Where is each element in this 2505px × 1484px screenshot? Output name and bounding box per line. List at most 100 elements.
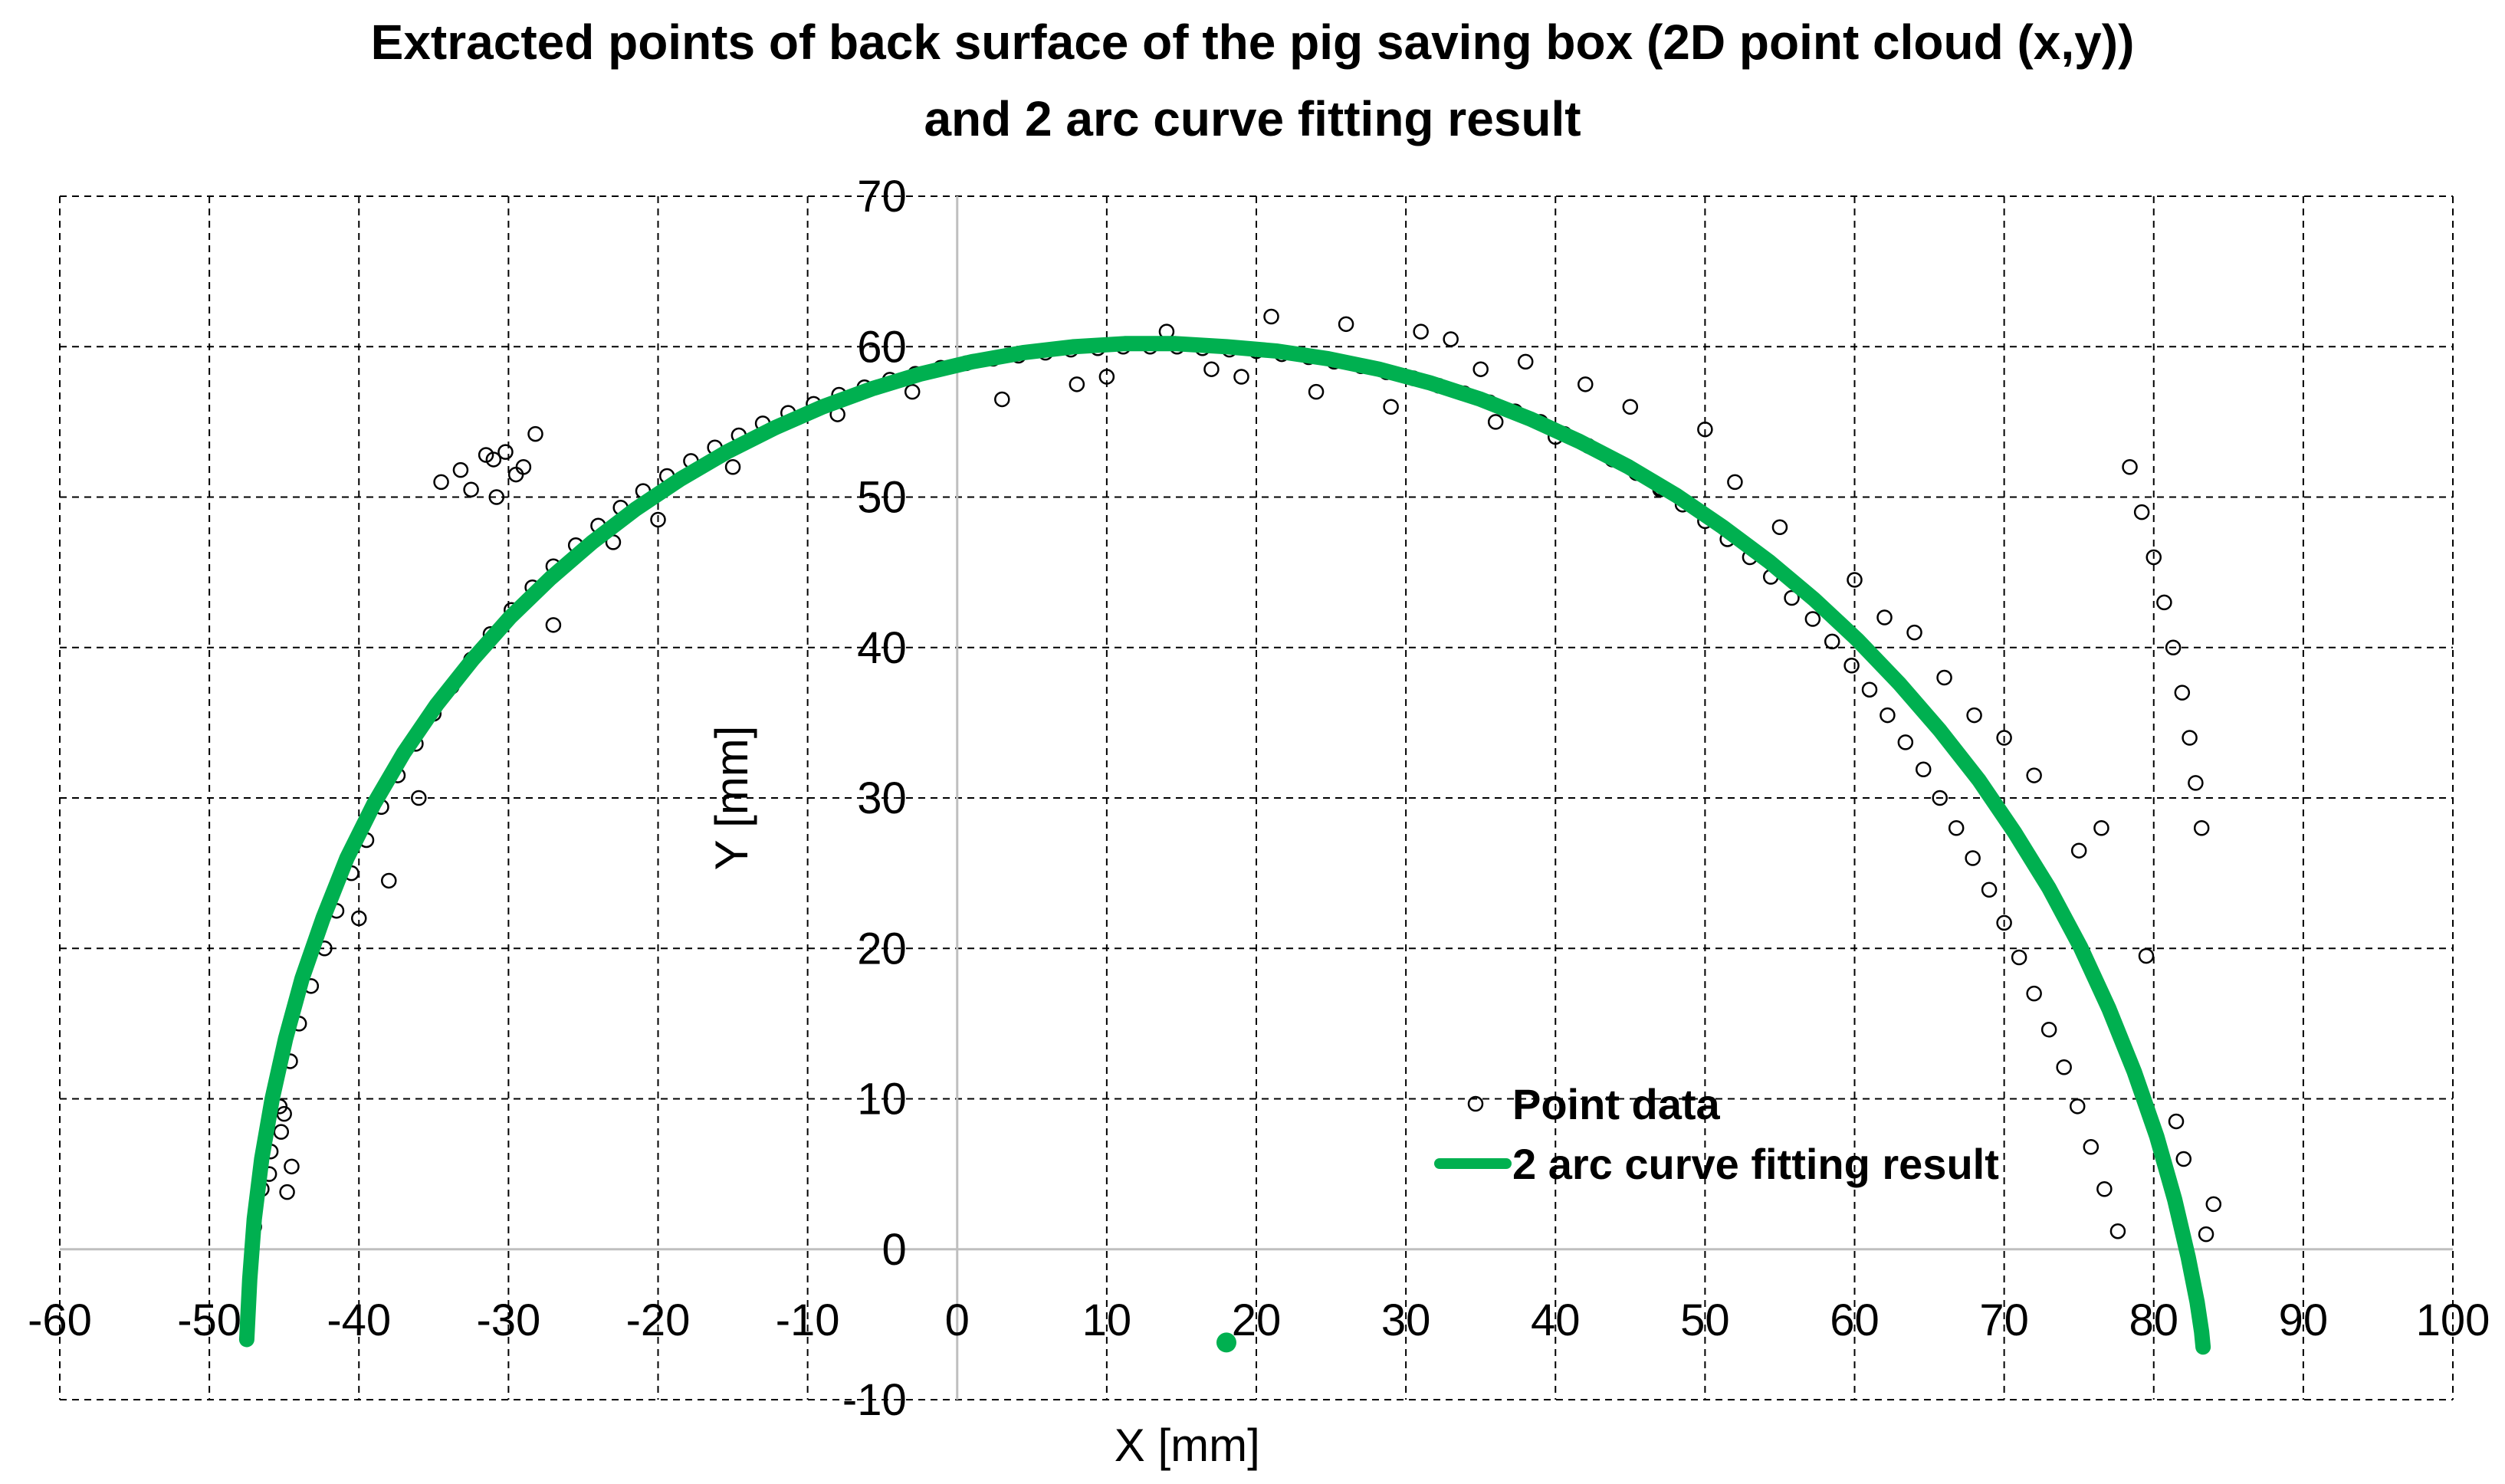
data-point	[1996, 730, 2012, 746]
data-point	[463, 481, 479, 497]
y-tick-label: 20	[857, 924, 907, 973]
x-tick-label: 20	[1232, 1295, 1282, 1345]
x-tick-label: -20	[626, 1295, 691, 1345]
data-point	[351, 910, 367, 927]
data-point	[1804, 611, 1821, 627]
data-point	[2174, 685, 2191, 701]
data-point	[1517, 353, 1534, 370]
data-point	[1263, 308, 1279, 325]
data-point	[452, 461, 469, 478]
data-point	[1965, 850, 1981, 866]
x-tick-label: 60	[1830, 1295, 1880, 1345]
data-point	[724, 459, 741, 475]
x-tick-label: 70	[1979, 1295, 2029, 1345]
data-point	[1622, 399, 1639, 415]
y-tick-label: 40	[857, 623, 907, 673]
data-point	[1981, 882, 1998, 898]
data-point	[2165, 639, 2182, 655]
data-point	[2193, 820, 2210, 836]
data-point	[2188, 775, 2204, 791]
legend: Point data 2 arc curve fitting result	[1434, 1080, 1999, 1188]
data-point	[433, 474, 449, 491]
data-point	[1578, 376, 1594, 392]
x-tick-label: 50	[1680, 1295, 1730, 1345]
data-point	[279, 1184, 295, 1200]
data-point	[1847, 572, 1863, 588]
data-point	[2168, 1113, 2185, 1130]
data-point	[1966, 707, 1982, 724]
data-point	[2146, 549, 2162, 566]
x-tick-label: 80	[2129, 1295, 2178, 1345]
chart-title-line2: and 2 arc curve fitting result	[924, 91, 1581, 146]
data-point	[478, 447, 494, 463]
data-point	[1308, 383, 1325, 400]
data-point	[1413, 323, 1429, 340]
data-point	[994, 391, 1010, 408]
fit-center-point	[1216, 1332, 1236, 1353]
x-tick-label: 0	[945, 1295, 970, 1345]
data-point	[2093, 820, 2109, 836]
data-point	[1472, 361, 1489, 377]
data-point	[904, 383, 921, 400]
data-point	[2070, 842, 2087, 859]
data-point	[1203, 361, 1220, 377]
y-tick-label: 10	[857, 1075, 907, 1124]
data-point	[2156, 594, 2172, 611]
data-point	[411, 790, 427, 806]
data-point	[381, 872, 397, 889]
x-tick-label: 30	[1381, 1295, 1431, 1345]
x-tick-label: -30	[476, 1295, 540, 1345]
x-tick-label: 100	[2416, 1295, 2490, 1345]
data-point	[1069, 376, 1085, 392]
data-point	[2096, 1181, 2113, 1197]
y-tick-label: 30	[857, 773, 907, 823]
data-point	[527, 425, 543, 442]
chart-title-line1: Extracted points of back surface of the …	[370, 15, 2135, 70]
data-point	[1897, 734, 1914, 750]
data-point	[2011, 949, 2027, 966]
data-point	[1932, 790, 1948, 806]
x-tick-label: -50	[177, 1295, 241, 1345]
data-point	[2109, 1223, 2126, 1239]
data-point	[488, 489, 505, 505]
data-point	[1338, 316, 1354, 333]
data-point	[1861, 681, 1878, 698]
data-point	[1843, 658, 1860, 674]
axes	[60, 196, 2453, 1400]
x-tick-label: -60	[28, 1295, 92, 1345]
y-axis-label: Y [mm]	[706, 726, 757, 871]
data-point	[1443, 331, 1459, 347]
x-axis-label: X [mm]	[1115, 1420, 1260, 1471]
point-data-series	[246, 308, 2222, 1243]
data-point	[1098, 369, 1115, 385]
data-point	[1906, 624, 1922, 641]
data-point	[2205, 1196, 2222, 1213]
y-tick-label: 50	[857, 473, 907, 523]
data-point	[1727, 474, 1743, 491]
legend-label-fit-result: 2 arc curve fitting result	[1512, 1140, 1999, 1188]
data-point	[2138, 947, 2155, 964]
data-point	[650, 511, 666, 528]
x-tick-label: 40	[1531, 1295, 1581, 1345]
data-point	[1936, 669, 1952, 686]
y-tick-label: 0	[882, 1225, 906, 1275]
data-point	[2182, 730, 2198, 746]
data-point	[1383, 399, 1399, 415]
x-tick-label: -40	[327, 1295, 391, 1345]
data-point	[507, 466, 524, 483]
data-point	[545, 617, 562, 633]
legend-label-point-data: Point data	[1512, 1080, 1721, 1128]
data-point	[1824, 633, 1840, 650]
data-point	[1876, 609, 1893, 625]
data-point	[2133, 504, 2150, 520]
data-point	[2056, 1059, 2072, 1075]
data-point	[2069, 1098, 2086, 1115]
data-point	[2083, 1139, 2100, 1155]
data-point	[1996, 914, 2012, 931]
data-point	[497, 444, 514, 460]
y-tick-label: 60	[857, 322, 907, 372]
data-point	[1948, 820, 1965, 836]
data-point	[2026, 767, 2042, 783]
data-point	[2122, 459, 2138, 475]
